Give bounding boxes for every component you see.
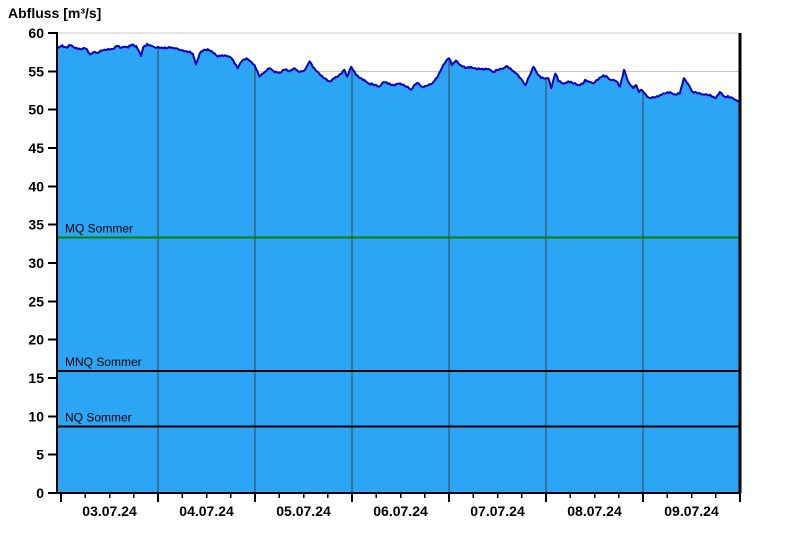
x-tick-label: 03.07.24 <box>82 503 137 519</box>
x-tick-label: 08.07.24 <box>567 503 622 519</box>
y-tick-label: 40 <box>28 178 44 194</box>
series-line <box>56 42 741 103</box>
y-tick-label: 55 <box>28 63 44 79</box>
y-tick-label: 0 <box>36 485 44 501</box>
reference-line-label-0: MQ Sommer <box>65 222 133 236</box>
x-tick-label: 06.07.24 <box>373 503 428 519</box>
x-tick-label: 04.07.24 <box>179 503 234 519</box>
x-tick-label: 05.07.24 <box>276 503 331 519</box>
y-tick-label: 45 <box>28 140 44 156</box>
day-gridlines <box>157 43 644 493</box>
y-tick-label: 10 <box>28 408 44 424</box>
y-tick-label: 15 <box>28 370 44 386</box>
reference-line-label-2: NQ Sommer <box>65 410 132 424</box>
y-tick-label: 35 <box>28 217 44 233</box>
x-tick-label: 07.07.24 <box>470 503 525 519</box>
x-tick-label: 09.07.24 <box>664 503 719 519</box>
reference-line-label-1: MNQ Sommer <box>65 355 142 369</box>
y-tick-label: 20 <box>28 332 44 348</box>
area-series-fill <box>57 43 740 493</box>
y-tick-label: 30 <box>28 255 44 271</box>
y-tick-label: 50 <box>28 102 44 118</box>
y-tick-label: 5 <box>36 447 44 463</box>
y-tick-label: 25 <box>28 293 44 309</box>
chart-title: Abfluss [m³/s] <box>8 5 102 21</box>
y-tick-label: 60 <box>28 25 44 41</box>
